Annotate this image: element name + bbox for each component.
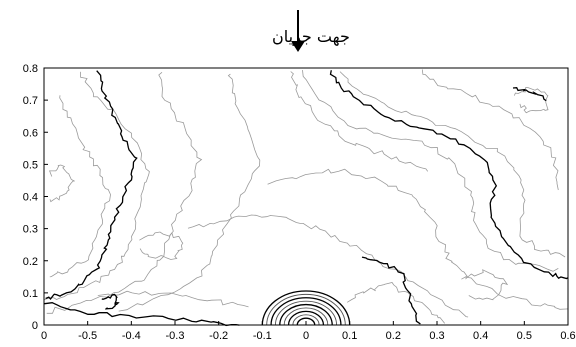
scour-hole-contours — [261, 290, 351, 326]
scour-ring — [296, 317, 316, 326]
x-tick-label: 0 — [303, 330, 309, 342]
contour-line-major — [44, 302, 240, 327]
contour-line — [97, 290, 249, 308]
contour-line — [302, 70, 559, 272]
x-tick-label: 0 — [41, 330, 47, 342]
contour-line-major — [329, 70, 569, 280]
y-axis: 0 0.1 0.2 0.3 0.4 0.5 0.6 0.7 0.8 — [23, 63, 48, 332]
contour-line — [513, 87, 549, 114]
contour-line — [290, 71, 429, 172]
flow-arrow-head — [291, 41, 305, 52]
contour-lines-thin — [44, 69, 569, 324]
y-tick-label: 0.2 — [23, 256, 38, 268]
x-tick-label: 0.2 — [386, 330, 401, 342]
x-tick-label: 0.4 — [473, 330, 488, 342]
x-tick-label: -0.4 — [122, 330, 141, 342]
contour-line — [49, 95, 111, 278]
scour-ring — [266, 293, 346, 326]
contour-line-major — [512, 87, 547, 102]
contour-line-major — [101, 293, 120, 310]
contour-line — [346, 282, 446, 324]
y-tick-label: 0.3 — [23, 224, 38, 236]
contour-line — [339, 71, 566, 258]
scour-ring — [283, 307, 329, 326]
x-tick-label: 0.3 — [429, 330, 444, 342]
y-tick-label: 0.8 — [23, 63, 38, 75]
scour-ring — [270, 297, 342, 326]
plot-area — [43, 67, 569, 327]
y-tick-label: 0.6 — [23, 127, 38, 139]
x-tick-label: -0.2 — [209, 330, 228, 342]
contour-line — [44, 71, 150, 300]
contour-line — [421, 69, 559, 191]
contour-line — [187, 214, 469, 318]
x-tick-label: -0.3 — [166, 330, 185, 342]
y-tick-label: 0.1 — [23, 288, 38, 300]
contour-line — [461, 269, 509, 301]
scour-ring — [261, 290, 351, 326]
scour-ring — [292, 314, 320, 326]
x-axis: 0 -0.5 -0.4 -0.3 -0.2 -0.1 0 0.1 0.2 0.3 0.4 0.5 0.6 — [41, 321, 576, 342]
scour-ring — [287, 310, 325, 326]
contour-line — [118, 73, 261, 312]
contour-line-major — [45, 70, 138, 301]
x-tick-label: -0.1 — [253, 330, 272, 342]
contour-line — [267, 168, 569, 310]
contour-line — [49, 164, 75, 203]
x-tick-label: 0.5 — [517, 330, 532, 342]
y-tick-label: 0 — [32, 320, 38, 332]
contour-lines-thick — [44, 70, 569, 327]
y-tick-label: 0.4 — [23, 192, 38, 204]
contour-line — [46, 71, 203, 314]
flow-direction-label: جهت جریان — [272, 27, 350, 47]
x-tick-label: 0.1 — [342, 330, 357, 342]
x-tick-label: 0.6 — [560, 330, 575, 342]
x-tick-label: -0.5 — [78, 330, 97, 342]
contour-line-major — [361, 256, 421, 325]
y-tick-label: 0.7 — [23, 95, 38, 107]
scour-ring — [279, 303, 333, 326]
contour-line — [139, 231, 184, 260]
scour-ring — [274, 300, 338, 326]
flow-direction: جهت جریان — [272, 10, 350, 52]
y-tick-label: 0.5 — [23, 159, 38, 171]
